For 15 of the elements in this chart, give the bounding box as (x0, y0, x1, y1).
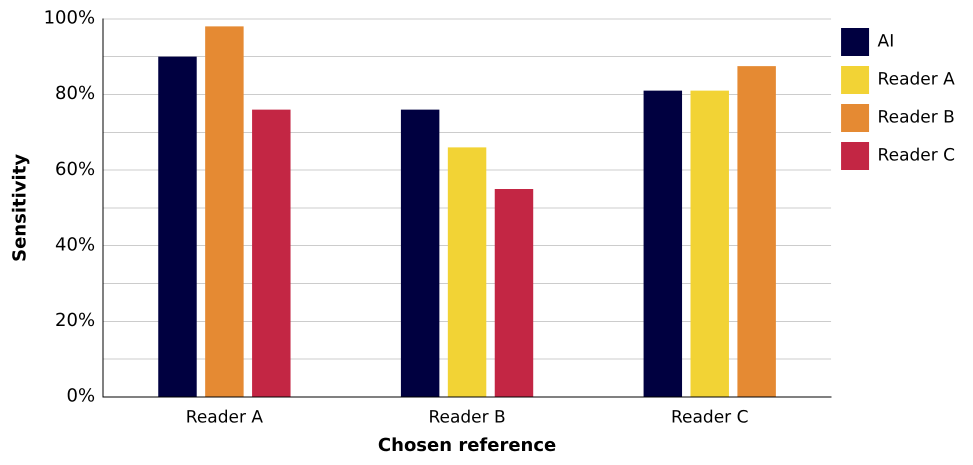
y-tick-label: 0% (66, 386, 96, 407)
y-tick-label: 40% (55, 234, 96, 256)
y-tick-label: 60% (55, 158, 96, 180)
x-tick-label: Reader C (671, 408, 748, 428)
x-tick-label: Reader B (428, 408, 506, 428)
x-tick-label: Reader A (186, 408, 264, 428)
legend-label: AI (878, 31, 894, 52)
legend-label: Reader B (878, 107, 955, 128)
y-axis-title: Sensitivity (9, 154, 30, 262)
legend-label: Reader C (878, 145, 956, 166)
y-tick-label: 20% (55, 310, 96, 332)
y-tick-label: 100% (44, 7, 96, 28)
legend-label: Reader A (878, 69, 956, 90)
y-tick-label: 80% (55, 83, 96, 104)
x-axis-title: Chosen reference (378, 434, 556, 456)
